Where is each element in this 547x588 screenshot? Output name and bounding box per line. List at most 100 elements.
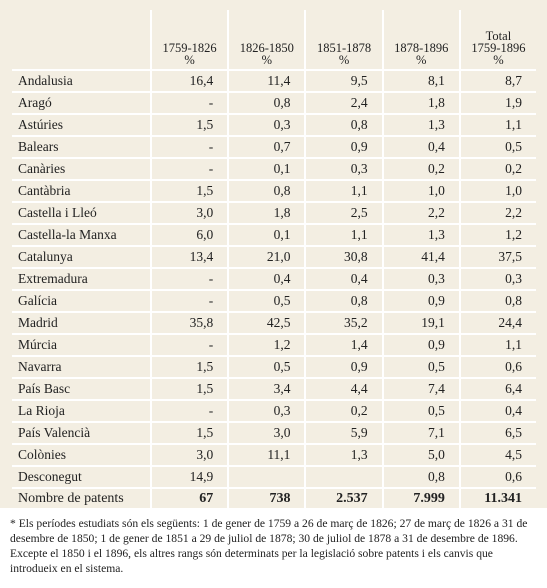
cell: 0,9 xyxy=(304,355,383,378)
table-row: Navarra 1,5 0,5 0,9 0,5 0,6 xyxy=(12,355,536,378)
cell: 5,9 xyxy=(304,421,383,444)
table-row: Cantàbria 1,5 0,8 1,1 1,0 1,0 xyxy=(12,179,536,202)
cell xyxy=(304,465,383,488)
row-label: Canàries xyxy=(12,157,151,180)
cell: 35,2 xyxy=(304,311,383,334)
cell: 1,0 xyxy=(381,179,460,202)
cell: 16,4 xyxy=(149,69,229,92)
cell: 19,1 xyxy=(381,311,460,334)
cell: 3,0 xyxy=(149,443,229,466)
table-row: Castella-la Manxa 6,0 0,1 1,1 1,3 1,2 xyxy=(12,223,536,246)
cell: 0,5 xyxy=(458,135,536,158)
cell: - xyxy=(149,399,229,422)
cell: 0,5 xyxy=(381,399,460,422)
cell: 1,3 xyxy=(381,223,460,246)
table-row: Múrcia -1,2 1,4 0,9 1,1 xyxy=(12,333,536,356)
cell: 1,5 xyxy=(149,179,229,202)
row-label: Madrid xyxy=(12,311,151,334)
row-label: Castella-la Manxa xyxy=(12,223,151,246)
cell: 14,9 xyxy=(149,465,229,488)
cell: 6,0 xyxy=(149,223,229,246)
cell: - xyxy=(149,135,229,158)
table-row: Colònies 3,0 11,1 1,3 5,0 4,5 xyxy=(12,443,536,466)
cell: 67 xyxy=(149,487,229,509)
cell: 0,5 xyxy=(227,289,306,312)
header-row: 1759-1826% 1826-1850% 1851-1878% 1878-1896%… xyxy=(12,10,536,70)
cell: 0,1 xyxy=(227,223,306,246)
row-label: Andalusia xyxy=(12,69,151,92)
header-line: 1826-1850 xyxy=(239,41,294,55)
cell: 1,9 xyxy=(458,91,536,114)
cell: 0,8 xyxy=(304,113,383,136)
cell: 11.341 xyxy=(458,487,536,509)
cell: 0,4 xyxy=(304,267,383,290)
table-row: Canàries -0,1 0,3 0,2 0,2 xyxy=(12,157,536,180)
cell: 0,6 xyxy=(458,465,536,488)
cell: 8,7 xyxy=(458,69,536,92)
row-label: Navarra xyxy=(12,355,151,378)
cell: 35,8 xyxy=(149,311,229,334)
table-row: Aragó -0,8 2,4 1,8 1,9 xyxy=(12,91,536,114)
cell: 7.999 xyxy=(381,487,460,509)
row-label: Galícia xyxy=(12,289,151,312)
table-row: Galícia -0,5 0,8 0,9 0,8 xyxy=(12,289,536,312)
table-row: País Basc 1,5 3,4 4,4 7,4 6,4 xyxy=(12,377,536,400)
table-panel: 1759-1826% 1826-1850% 1851-1878% 1878-1896%… xyxy=(0,0,547,509)
cell: 0,9 xyxy=(381,333,460,356)
column-header: 1759-1826% xyxy=(149,10,229,70)
cell: 0,3 xyxy=(227,399,306,422)
cell: 1,2 xyxy=(227,333,306,356)
cell: 1,5 xyxy=(149,113,229,136)
cell: - xyxy=(149,157,229,180)
cell: 6,4 xyxy=(458,377,536,400)
cell: 4,5 xyxy=(458,443,536,466)
header-line: % xyxy=(338,53,350,67)
cell: 5,0 xyxy=(381,443,460,466)
column-header: Total 1759-1896% xyxy=(458,10,536,70)
cell: 1,1 xyxy=(458,333,536,356)
cell: 0,8 xyxy=(304,289,383,312)
header-line: % xyxy=(184,53,195,67)
cell: 0,9 xyxy=(304,135,383,158)
header-line: % xyxy=(493,53,504,67)
cell: 0,5 xyxy=(381,355,460,378)
header-line: % xyxy=(416,53,427,67)
cell: 0,8 xyxy=(458,289,536,312)
cell: 7,4 xyxy=(381,377,460,400)
table-body: Andalusia 16,4 11,4 9,5 8,1 8,7 Aragó -0,8 2,4 1,… xyxy=(12,69,536,509)
cell: 0,8 xyxy=(227,179,306,202)
row-label: La Rioja xyxy=(12,399,151,422)
row-label: Múrcia xyxy=(12,333,151,356)
row-label: Extremadura xyxy=(12,267,151,290)
cell: 0,2 xyxy=(458,157,536,180)
cell: 0,8 xyxy=(227,91,306,114)
table-row: Extremadura -0,4 0,4 0,3 0,3 xyxy=(12,267,536,290)
row-label: Catalunya xyxy=(12,245,151,268)
cell: 8,1 xyxy=(381,69,460,92)
cell: 0,1 xyxy=(227,157,306,180)
table-row: País Valencià 1,5 3,0 5,9 7,1 6,5 xyxy=(12,421,536,444)
cell: 0,2 xyxy=(304,399,383,422)
table-row: La Rioja -0,3 0,2 0,5 0,4 xyxy=(12,399,536,422)
cell: 41,4 xyxy=(381,245,460,268)
row-label: Desconegut xyxy=(12,465,151,488)
cell: 42,5 xyxy=(227,311,306,334)
column-header: 1851-1878% xyxy=(304,10,383,70)
cell: - xyxy=(149,289,229,312)
row-label: Castella i Lleó xyxy=(12,201,151,224)
cell: 6,5 xyxy=(458,421,536,444)
header-line: 1759-1826 xyxy=(162,41,217,55)
cell: 0,3 xyxy=(458,267,536,290)
cell: 2,2 xyxy=(458,201,536,224)
column-header: 1826-1850% xyxy=(227,10,306,70)
table-row: Balears -0,7 0,9 0,4 0,5 xyxy=(12,135,536,158)
row-label: Cantàbria xyxy=(12,179,151,202)
cell: 11,1 xyxy=(227,443,306,466)
cell: 1,1 xyxy=(458,113,536,136)
row-label: Aragó xyxy=(12,91,151,114)
header-line: % xyxy=(261,53,273,67)
cell: 0,6 xyxy=(458,355,536,378)
footnote: * Els períodes estudiats són els següent… xyxy=(10,517,528,575)
table-row: Andalusia 16,4 11,4 9,5 8,1 8,7 xyxy=(12,69,536,92)
